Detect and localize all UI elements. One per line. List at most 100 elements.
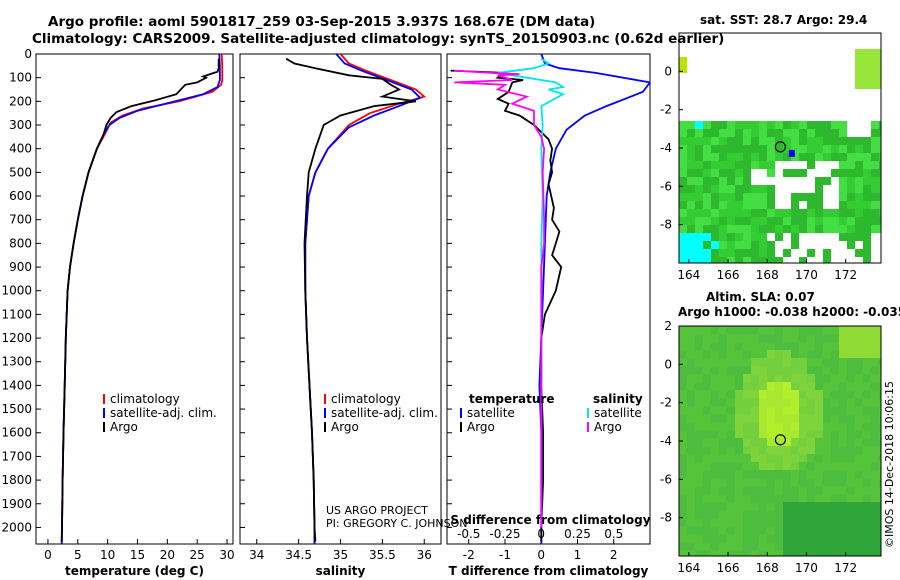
- map-cell: [879, 177, 881, 185]
- map-cell: [831, 550, 839, 556]
- map-cell: [735, 201, 743, 209]
- map-cell: [703, 494, 711, 502]
- map-cell: [719, 550, 727, 556]
- map-cell: [687, 494, 695, 502]
- map-cell: [815, 454, 823, 462]
- map-cell: [727, 169, 735, 177]
- float-position-marker: [774, 141, 786, 153]
- map-cell: [727, 406, 735, 414]
- map-cell: [831, 486, 839, 494]
- map-cell: [871, 209, 879, 217]
- map-cell: [783, 249, 791, 257]
- map-cell: [783, 486, 791, 494]
- map-cell: [687, 193, 695, 201]
- map-cell: [775, 233, 783, 241]
- map-cell: [831, 350, 839, 358]
- map-cell: [767, 550, 775, 556]
- y-tick-label: 1400: [1, 378, 32, 392]
- map-cell: [847, 209, 855, 217]
- map-cell: [855, 478, 863, 486]
- map-cell: [879, 169, 881, 177]
- map-cell: [831, 454, 839, 462]
- map-cell: [727, 145, 735, 153]
- map-cell: [767, 494, 775, 502]
- map-cell: [727, 185, 735, 193]
- map-cell: [791, 233, 799, 241]
- map-cell: [695, 534, 703, 542]
- map-cell: [695, 542, 703, 550]
- map-cell: [735, 366, 743, 374]
- map-cell: [719, 169, 727, 177]
- map-cell: [727, 137, 735, 145]
- map-cell: [831, 406, 839, 414]
- map-cell: [791, 510, 799, 518]
- map-cell: [695, 249, 703, 257]
- map-cell: [695, 233, 703, 241]
- map-cell: [695, 350, 703, 358]
- map-cell: [775, 430, 783, 438]
- map-cell: [767, 161, 775, 169]
- legend-label: Argo: [594, 420, 622, 434]
- map-cell: [807, 502, 815, 510]
- map-cell: [807, 342, 815, 350]
- legend-label: Argo: [110, 420, 138, 434]
- map-cell: [719, 153, 727, 161]
- map-cell: [783, 153, 791, 161]
- map-cell: [799, 334, 807, 342]
- map-cell: [879, 121, 881, 129]
- map-cell: [863, 334, 871, 342]
- map-cell: [711, 398, 719, 406]
- x-tick-label: -2: [463, 548, 475, 562]
- map-cell: [751, 145, 759, 153]
- map-cell: [799, 169, 807, 177]
- map-cell: [831, 366, 839, 374]
- map-cell: [687, 398, 695, 406]
- map-x-tick-label: 172: [834, 268, 857, 282]
- map-cell: [775, 518, 783, 526]
- map-cell: [815, 502, 823, 510]
- map-cell: [783, 430, 791, 438]
- map-cell: [727, 153, 735, 161]
- map-cell: [839, 438, 847, 446]
- map-cell: [831, 494, 839, 502]
- map-cell: [847, 414, 855, 422]
- map-cell: [703, 145, 711, 153]
- map-cell: [703, 502, 711, 510]
- map-cell: [703, 446, 711, 454]
- map-cell: [743, 177, 751, 185]
- map-cell: [759, 542, 767, 550]
- map-cell: [879, 137, 881, 145]
- map-cell: [679, 414, 687, 422]
- map-cell: [727, 542, 735, 550]
- map-cell: [831, 374, 839, 382]
- map-cell: [839, 121, 847, 129]
- map-cell: [783, 129, 791, 137]
- map-cell: [687, 257, 695, 263]
- map-cell: [831, 382, 839, 390]
- map-cell: [743, 350, 751, 358]
- map-cell: [751, 390, 759, 398]
- map-cell: [871, 422, 879, 430]
- map-cell: [831, 518, 839, 526]
- map-cell: [839, 342, 847, 350]
- map-cell: [791, 470, 799, 478]
- map-cell: [719, 374, 727, 382]
- map-cell: [791, 438, 799, 446]
- map-cell: [775, 406, 783, 414]
- map-cell: [871, 137, 879, 145]
- map-cell: [775, 438, 783, 446]
- map-cell: [855, 462, 863, 470]
- map-cell: [799, 390, 807, 398]
- map-cell: [871, 438, 879, 446]
- map-cell: [767, 470, 775, 478]
- map-cell: [831, 342, 839, 350]
- map-cell: [703, 406, 711, 414]
- map-cell: [695, 438, 703, 446]
- map-cell: [735, 257, 743, 263]
- map-cell: [847, 193, 855, 201]
- map-cell: [871, 478, 879, 486]
- map-cell: [847, 406, 855, 414]
- map-cell: [839, 462, 847, 470]
- map-cell: [879, 398, 881, 406]
- map-cell: [879, 390, 881, 398]
